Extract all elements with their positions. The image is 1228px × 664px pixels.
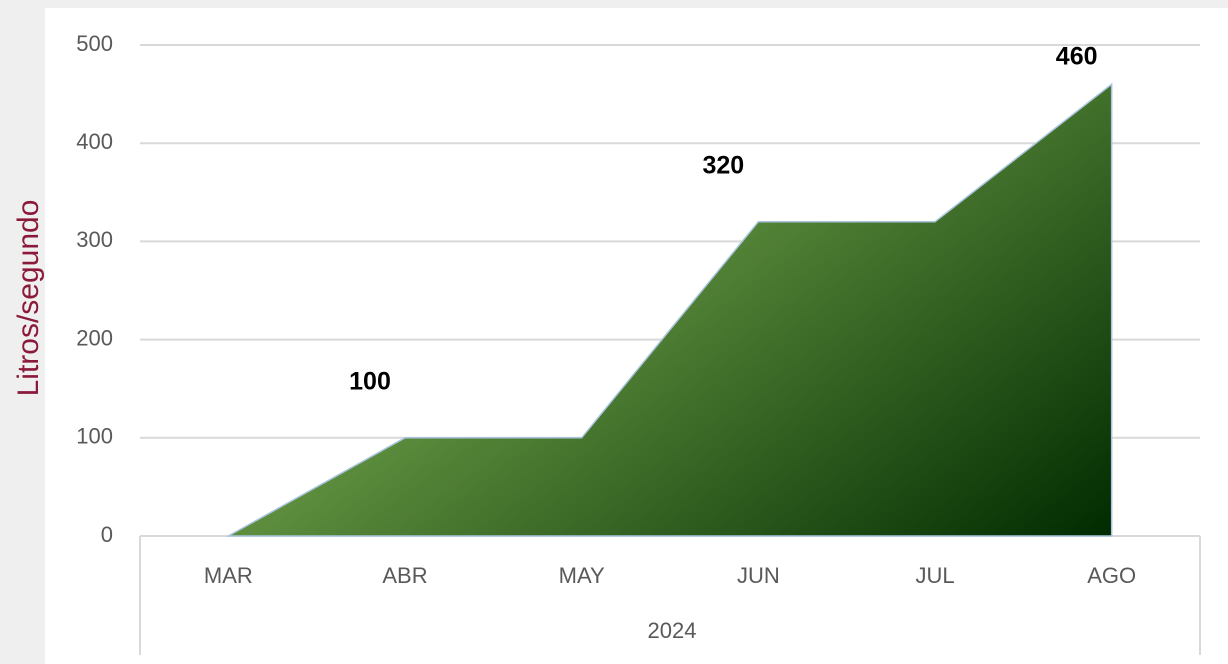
data-label: 460 xyxy=(1056,43,1098,71)
area xyxy=(225,82,1113,537)
x-tick-label: MAR xyxy=(204,563,253,588)
data-label: 100 xyxy=(349,367,391,395)
x-tick-label: ABR xyxy=(382,563,427,588)
y-axis-label: Litros/segundo xyxy=(12,200,45,397)
y-tick-label: 100 xyxy=(76,424,113,449)
y-tick-label: 300 xyxy=(76,227,113,252)
y-tick-label: 500 xyxy=(76,31,113,56)
x-tick-label: MAY xyxy=(559,563,605,588)
x-tick-label: JUL xyxy=(915,563,954,588)
x-tick-label: JUN xyxy=(737,563,780,588)
data-label: 320 xyxy=(702,151,744,179)
x-tick-label: AGO xyxy=(1087,563,1136,588)
group-label: 2024 xyxy=(648,618,697,643)
y-tick-label: 0 xyxy=(101,522,113,547)
y-tick-label: 200 xyxy=(76,325,113,350)
y-tick-label: 400 xyxy=(76,129,113,154)
